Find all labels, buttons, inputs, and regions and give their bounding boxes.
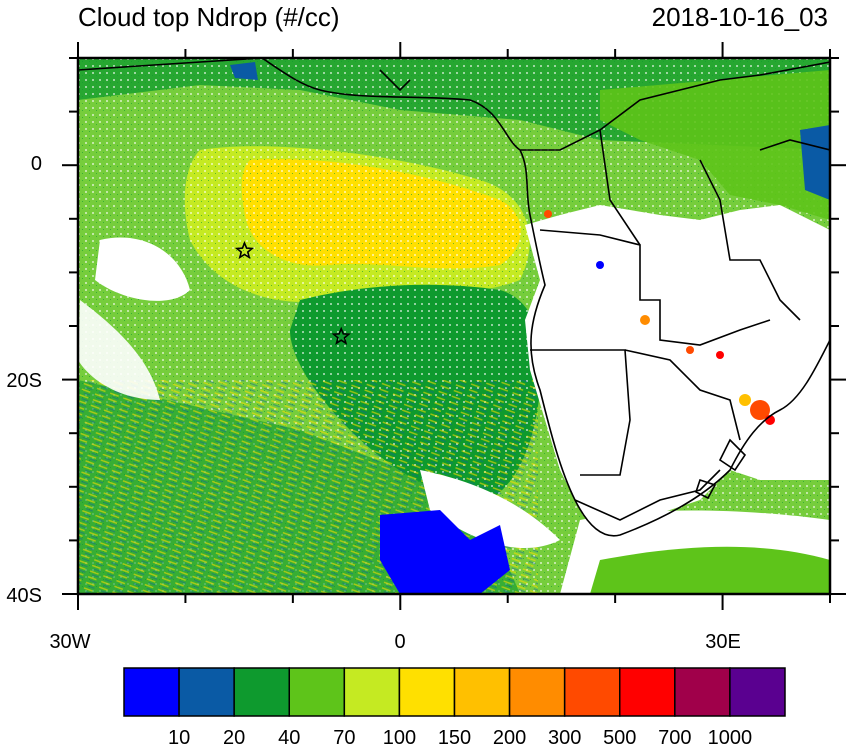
colorbar-label: 100 bbox=[382, 727, 417, 749]
colorbar-swatch bbox=[674, 667, 731, 717]
lon-label-30e: 30E bbox=[705, 631, 741, 653]
colorbar-swatch bbox=[619, 667, 676, 717]
colorbar-swatch bbox=[453, 667, 511, 717]
country-borders bbox=[78, 58, 830, 537]
colorbar-swatch bbox=[288, 667, 346, 717]
colorbar-label: 70 bbox=[333, 727, 356, 749]
colorbar-label: 200 bbox=[492, 727, 527, 749]
colorbar-label: 20 bbox=[223, 727, 246, 749]
colorbar-label: 150 bbox=[437, 727, 472, 749]
star-marker bbox=[331, 326, 351, 345]
map-datetime: 2018-10-16_03 bbox=[651, 2, 828, 32]
lon-label-30w: 30W bbox=[49, 631, 91, 653]
colorbar-label: 300 bbox=[547, 727, 582, 749]
colorbar-swatch bbox=[508, 667, 566, 717]
colorbar-swatch bbox=[233, 667, 291, 717]
lon-label-0: 0 bbox=[394, 631, 406, 653]
colorbar-swatch bbox=[123, 667, 180, 717]
colorbar-label: 500 bbox=[603, 727, 637, 749]
colorbar-swatch bbox=[729, 667, 786, 717]
colorbar-swatch bbox=[343, 667, 401, 717]
map-title: Cloud top Ndrop (#/cc) bbox=[78, 2, 340, 32]
axis-ticks bbox=[62, 42, 846, 610]
lat-label-0: 0 bbox=[30, 153, 42, 175]
star-marker bbox=[234, 240, 255, 260]
colorbar-label: 10 bbox=[167, 727, 191, 749]
colorbar-swatch bbox=[398, 667, 456, 717]
lat-label-20s: 20S bbox=[6, 370, 42, 392]
cloud-field bbox=[78, 58, 830, 594]
marker-layer bbox=[234, 240, 351, 345]
lat-label-40s: 40S bbox=[6, 585, 42, 607]
colorbar-swatch bbox=[563, 667, 621, 717]
colorbar-label: 40 bbox=[278, 727, 301, 749]
colorbar-swatch bbox=[178, 667, 235, 717]
colorbar-label: 1000 bbox=[707, 727, 753, 749]
colorbar-label: 700 bbox=[658, 727, 692, 749]
